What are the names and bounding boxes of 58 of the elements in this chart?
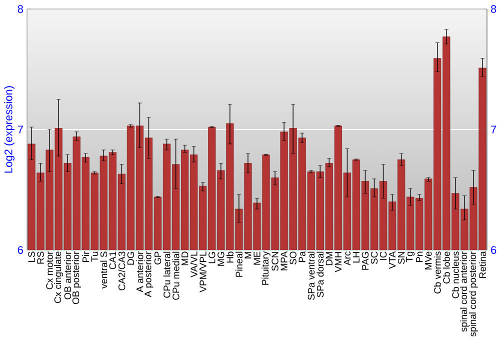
x-tick-label: OB anterior	[64, 251, 72, 300]
x-tick-label: MVe	[425, 252, 432, 270]
x-tick-label: Tu	[91, 252, 98, 262]
x-tick-label: Tg	[406, 252, 415, 262]
x-tick-label: A posterior	[144, 251, 154, 298]
x-tick-label: Cb nucleus	[452, 252, 459, 298]
y-tick-label: 7	[18, 126, 23, 134]
x-tick-label: Hb	[226, 252, 234, 263]
x-tick-label: Cb lobe	[442, 252, 450, 284]
x-tick-label: GP	[154, 252, 162, 264]
x-tick-label: Pa	[298, 251, 306, 262]
x-tick-label: SC	[370, 252, 378, 264]
x-tick-label: LG	[208, 252, 216, 264]
x-tick-label: VA/VL	[190, 251, 198, 278]
x-tick-label: SPa dorsal	[316, 252, 324, 298]
x-tick-label: DM	[326, 252, 332, 266]
x-tick-label: PAG	[362, 252, 369, 270]
x-tick-label: MPA	[280, 251, 288, 270]
x-tick-label: LS	[28, 252, 35, 262]
x-tick-label: CPu medial	[172, 252, 180, 300]
x-tick-label: VTA	[389, 251, 396, 269]
y2-tick-label: 7	[491, 126, 496, 134]
x-tick-label: SO	[290, 252, 296, 264]
x-tick-label: ME	[254, 252, 260, 265]
x-tick-label: VMH	[334, 252, 342, 272]
x-tick-label: DG	[127, 252, 134, 265]
x-tick-label: SCN	[272, 252, 278, 271]
x-tick-label: IC	[380, 252, 387, 260]
x-tick-label: Cx cingulate	[54, 252, 64, 303]
x-tick-label: VPM/VPL	[199, 252, 206, 292]
x-tick-label: Pituitary	[262, 251, 270, 285]
x-tick-label: CPu lateral	[163, 252, 170, 298]
x-tick-label: spinal cord anterior	[460, 251, 469, 332]
x-tick-label: ventral S	[100, 252, 108, 289]
x-tick-label: Cb vermis	[434, 252, 441, 294]
x-tick-label: SPa ventral	[308, 252, 315, 300]
x-tick-label: A anterior	[136, 251, 144, 292]
x-tick-label: MG	[218, 252, 224, 266]
x-tick-label: M	[244, 252, 252, 258]
x-tick-label: Pn	[416, 252, 423, 262]
x-tick-label: Arc	[344, 251, 351, 266]
x-tick-label: MD	[182, 252, 188, 266]
y-tick-label: 6	[18, 246, 23, 254]
x-tick-label: spinal cord posterior	[469, 251, 478, 336]
x-tick-label: Pineal	[235, 252, 242, 277]
y2-tick-label: 6	[491, 246, 496, 254]
x-tick-label: SN	[398, 252, 405, 264]
x-tick-label: OB posterior	[72, 251, 82, 304]
y-axis-title: Log2 (expression)	[4, 86, 14, 173]
x-tick-label: Pir	[82, 251, 90, 262]
y-tick-label: 8	[18, 5, 23, 13]
x-tick-label: CA1	[109, 252, 116, 270]
x-tick-label: Retina	[478, 251, 486, 278]
x-tick-label: CA2/CA3	[118, 252, 126, 290]
y2-tick-label: 8	[491, 5, 496, 13]
x-tick-label: RS	[37, 252, 44, 264]
x-tick-label: LH	[352, 252, 360, 263]
x-tick-label: Cx motor	[46, 251, 53, 290]
